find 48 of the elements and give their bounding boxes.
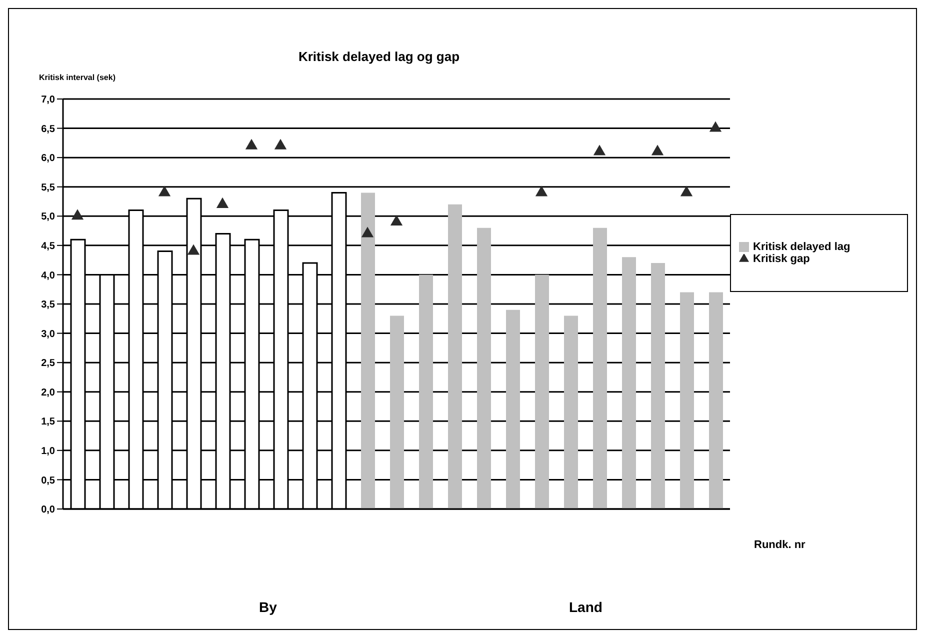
y-tick-label: 0,5 [41, 475, 56, 486]
point [361, 226, 374, 238]
y-tick-label: 2,5 [41, 358, 56, 370]
y-tick-label: 3,5 [41, 300, 56, 311]
point [187, 244, 200, 255]
bar [419, 274, 433, 509]
bar [506, 310, 520, 509]
y-tick-label: 2,0 [41, 387, 56, 398]
bar [535, 274, 549, 509]
y-tick-label: 1,0 [41, 446, 56, 457]
y-tick-label: 4,5 [41, 240, 56, 252]
bar [622, 257, 636, 509]
point [158, 186, 171, 196]
y-tick-label: 5,5 [41, 182, 56, 194]
bar [651, 263, 665, 509]
point [390, 214, 403, 226]
x-axis-title: Rundk. nr [754, 539, 806, 551]
bar [709, 292, 723, 509]
bar [564, 316, 578, 509]
text: By [259, 599, 277, 615]
chart-title: Kritisk delayed lag og gap [297, 49, 461, 64]
point [71, 209, 84, 220]
y-tick-label: 3,0 [41, 328, 56, 340]
bar [390, 316, 404, 509]
y-tick-label: 6,0 [41, 153, 56, 164]
point [274, 138, 287, 150]
y-tick-label: 7,0 [41, 94, 56, 106]
point [709, 121, 722, 132]
legend-label: Kritisk delayed lag [753, 241, 850, 253]
point [535, 186, 548, 196]
y-tick-label: 6,5 [41, 124, 56, 135]
point [593, 144, 606, 156]
point [216, 197, 229, 208]
bar [448, 204, 462, 509]
point [680, 186, 693, 196]
y-tick-label: 1,5 [41, 416, 56, 428]
y-tick-label: 5,0 [41, 212, 56, 223]
bar [593, 228, 607, 509]
text: Land [569, 599, 602, 615]
legend-label: Kritisk gap [753, 253, 810, 265]
bar [680, 292, 694, 509]
bar [477, 228, 491, 509]
y-tick-label: 0,0 [41, 504, 56, 516]
point [245, 138, 258, 150]
y-tick-label: 4,0 [41, 270, 56, 282]
y-axis-title: Kritisk interval (sek) [39, 73, 116, 82]
bar [361, 192, 375, 509]
point [651, 144, 664, 156]
